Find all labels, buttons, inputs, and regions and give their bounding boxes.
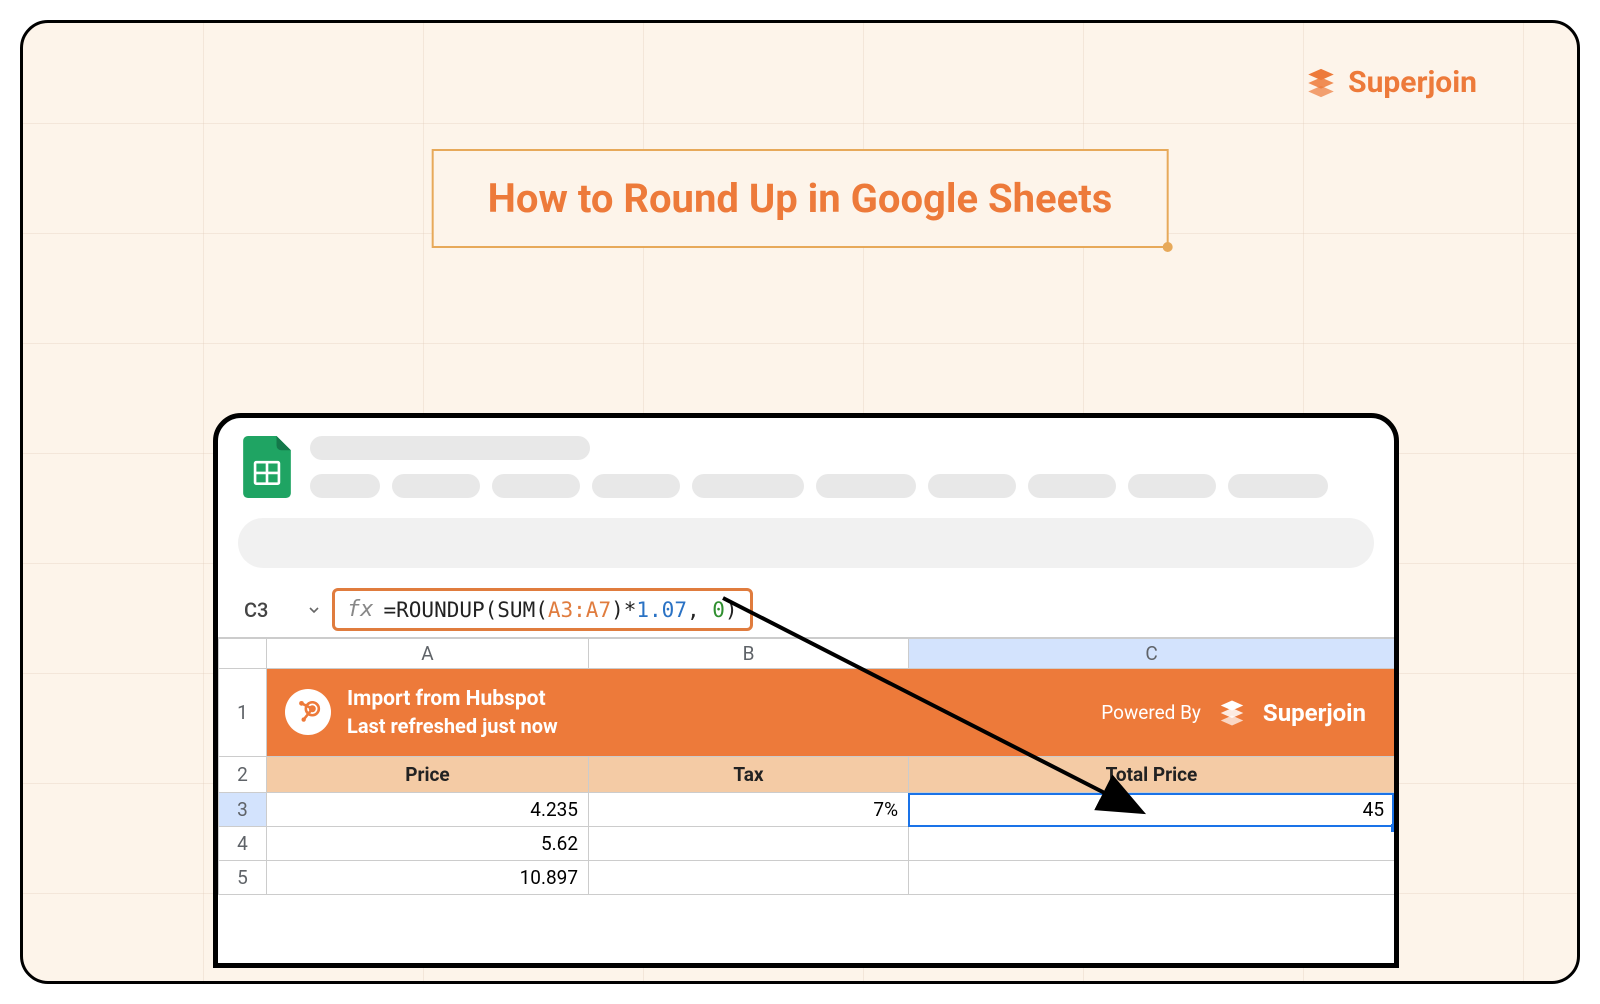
banner-left: Import from Hubspot Last refreshed just … bbox=[285, 686, 558, 739]
menu-placeholder bbox=[392, 474, 480, 498]
row-header-2[interactable]: 2 bbox=[219, 757, 267, 793]
col-header-c[interactable]: C bbox=[909, 639, 1395, 669]
refresh-label: Last refreshed just now bbox=[347, 713, 558, 739]
brand-name: Superjoin bbox=[1348, 65, 1477, 100]
spreadsheet-table: A B C 1 Import from Hubsp bbox=[218, 638, 1395, 895]
menu-placeholder bbox=[692, 474, 804, 498]
cell-a3[interactable]: 4.235 bbox=[267, 793, 589, 827]
cell-b3[interactable]: 7% bbox=[589, 793, 909, 827]
menu-placeholder bbox=[1028, 474, 1116, 498]
formula-text: =ROUNDUP(SUM(A3:A7)*1.07, 0) bbox=[384, 598, 738, 622]
superjoin-icon bbox=[1304, 66, 1338, 100]
import-label: Import from Hubspot bbox=[347, 686, 558, 713]
banner-text: Import from Hubspot Last refreshed just … bbox=[347, 686, 558, 739]
title-box: How to Round Up in Google Sheets bbox=[432, 149, 1169, 248]
menu-placeholder bbox=[592, 474, 680, 498]
row-5: 5 10.897 bbox=[219, 861, 1395, 895]
header-tax[interactable]: Tax bbox=[589, 757, 909, 793]
cell-a4[interactable]: 5.62 bbox=[267, 827, 589, 861]
selection-handle[interactable] bbox=[1391, 824, 1399, 832]
title-placeholder bbox=[310, 436, 590, 460]
row-header-1[interactable]: 1 bbox=[219, 669, 267, 757]
row-3: 3 4.235 7% 45 bbox=[219, 793, 1395, 827]
column-header-row: A B C bbox=[219, 639, 1395, 669]
spreadsheet-grid[interactable]: A B C 1 Import from Hubsp bbox=[218, 637, 1394, 895]
chevron-down-icon bbox=[308, 604, 320, 616]
hubspot-icon bbox=[285, 689, 331, 735]
toolbar-placeholder bbox=[238, 518, 1374, 568]
col-header-a[interactable]: A bbox=[267, 639, 589, 669]
sheet-header bbox=[218, 418, 1394, 508]
menu-placeholder-row bbox=[310, 474, 1370, 498]
menu-placeholder bbox=[1128, 474, 1216, 498]
cell-reference: C3 bbox=[244, 598, 268, 622]
cell-c3[interactable]: 45 bbox=[909, 793, 1395, 827]
menu-placeholder bbox=[310, 474, 380, 498]
row-1: 1 Import from Hubspot Last refreshed jus… bbox=[219, 669, 1395, 757]
row-header-3[interactable]: 3 bbox=[219, 793, 267, 827]
infographic-card: Superjoin How to Round Up in Google Shee… bbox=[20, 20, 1580, 984]
fx-icon: fx bbox=[347, 597, 374, 622]
banner-right: Powered By Superjoin bbox=[1101, 698, 1366, 728]
cell-b4[interactable] bbox=[589, 827, 909, 861]
cell-b5[interactable] bbox=[589, 861, 909, 895]
google-sheets-icon bbox=[242, 436, 292, 498]
superjoin-icon bbox=[1217, 698, 1247, 728]
banner-cell: Import from Hubspot Last refreshed just … bbox=[267, 669, 1395, 757]
formula-box[interactable]: fx =ROUNDUP(SUM(A3:A7)*1.07, 0) bbox=[332, 588, 753, 631]
menu-placeholder bbox=[816, 474, 916, 498]
header-price[interactable]: Price bbox=[267, 757, 589, 793]
menu-placeholder bbox=[1228, 474, 1328, 498]
cell-a5[interactable]: 10.897 bbox=[267, 861, 589, 895]
header-placeholders bbox=[310, 436, 1370, 498]
page-title: How to Round Up in Google Sheets bbox=[488, 175, 1113, 222]
row-header-4[interactable]: 4 bbox=[219, 827, 267, 861]
menu-placeholder bbox=[928, 474, 1016, 498]
corner-cell[interactable] bbox=[219, 639, 267, 669]
menu-placeholder bbox=[492, 474, 580, 498]
powered-by-label: Powered By bbox=[1101, 701, 1201, 724]
row-header-5[interactable]: 5 bbox=[219, 861, 267, 895]
row-2: 2 Price Tax Total Price bbox=[219, 757, 1395, 793]
cell-c4[interactable] bbox=[909, 827, 1395, 861]
google-sheets-window: C3 fx =ROUNDUP(SUM(A3:A7)*1.07, 0) A B bbox=[213, 413, 1399, 968]
header-total[interactable]: Total Price bbox=[909, 757, 1395, 793]
col-header-b[interactable]: B bbox=[589, 639, 909, 669]
cell-c5[interactable] bbox=[909, 861, 1395, 895]
brand-logo: Superjoin bbox=[1304, 65, 1477, 100]
banner-brand: Superjoin bbox=[1263, 699, 1366, 727]
import-banner: Import from Hubspot Last refreshed just … bbox=[267, 669, 1394, 756]
row-4: 4 5.62 bbox=[219, 827, 1395, 861]
formula-bar-row: C3 fx =ROUNDUP(SUM(A3:A7)*1.07, 0) bbox=[218, 582, 1394, 637]
name-box[interactable]: C3 bbox=[222, 594, 322, 626]
